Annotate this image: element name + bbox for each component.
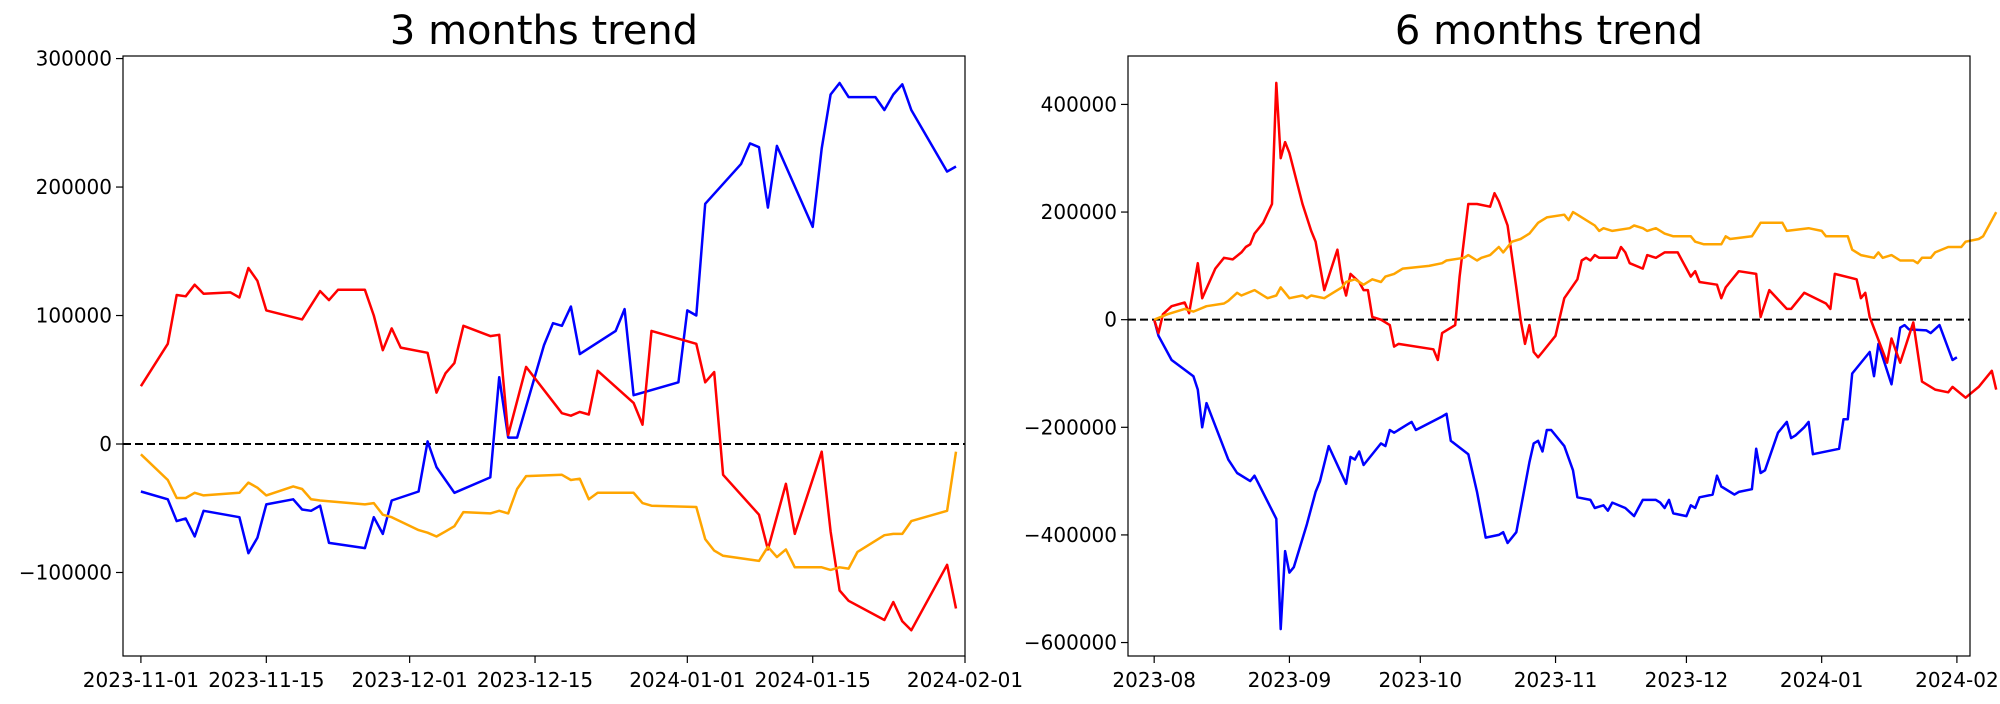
x-tick-label: 2023-12-01	[352, 668, 468, 692]
y-tick-label: −200000	[1024, 415, 1117, 439]
series-line-2	[1153, 81, 1998, 399]
x-tick-label: 2024-01-15	[755, 668, 871, 692]
series-line-2	[139, 266, 958, 632]
x-tick-label: 2023-12	[1645, 668, 1729, 692]
x-tick-label: 2024-01-01	[629, 668, 745, 692]
y-tick-label: 300000	[36, 47, 112, 71]
series-line-3	[1153, 210, 1998, 321]
chart-panel-2: 6 months trend −600000 −400000 −200000 0 2000…	[1024, 8, 1999, 692]
y-tick-label: 100000	[36, 304, 112, 328]
x-tick-label: 2024-02-01	[907, 668, 1023, 692]
x-tick-label: 2023-12-15	[477, 668, 593, 692]
x-tick-label: 2024-02	[1915, 668, 1999, 692]
y-tick-label: −100000	[19, 560, 112, 584]
x-tick-label: 2023-08	[1112, 668, 1196, 692]
chart-panel-1: 3 months trend −100000 0 100000 200000 300000…	[19, 8, 1023, 692]
series-line-1	[140, 81, 957, 555]
x-tick-label: 2023-09	[1248, 668, 1332, 692]
series-line-3	[140, 451, 958, 572]
series-line-1	[1152, 319, 1958, 631]
y-tick-label: 400000	[1041, 92, 1117, 116]
plot-frame	[1127, 55, 1971, 657]
x-tick-label: 2023-11-01	[83, 668, 199, 692]
y-tick-label: 0	[1104, 308, 1117, 332]
x-tick-label: 2024-01	[1780, 668, 1864, 692]
y-tick-label: −400000	[1024, 523, 1117, 547]
chart-title: 3 months trend	[390, 8, 698, 54]
y-tick-label: −600000	[1024, 631, 1117, 655]
y-tick-label: 0	[99, 432, 112, 456]
chart-title: 6 months trend	[1395, 8, 1703, 54]
x-tick-label: 2023-11-15	[208, 668, 324, 692]
x-tick-label: 2023-11	[1514, 668, 1598, 692]
y-tick-label: 200000	[1041, 200, 1117, 224]
plot-frame	[122, 55, 966, 657]
y-tick-label: 200000	[36, 175, 112, 199]
x-tick-label: 2023-10	[1379, 668, 1463, 692]
